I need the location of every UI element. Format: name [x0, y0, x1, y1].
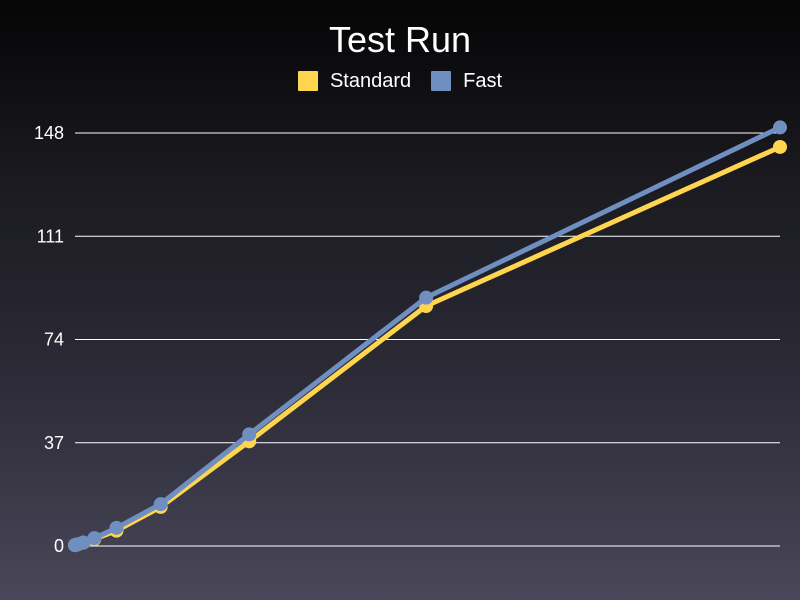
data-point-standard-8	[773, 139, 787, 154]
data-point-fast-7	[419, 290, 434, 305]
legend-item-fast: Fast	[431, 68, 502, 94]
legend: Standard Fast	[0, 68, 800, 94]
legend-label-standard: Standard	[329, 70, 412, 92]
y-axis-ticks: 0 37 74 111 148	[34, 123, 64, 556]
y-tick-label-0: 0	[54, 536, 64, 556]
data-point-fast-2	[76, 535, 91, 550]
series-lines	[68, 120, 787, 553]
series-line-fast	[72, 124, 783, 548]
data-point-fast-4	[109, 520, 124, 535]
series-fast	[68, 120, 787, 553]
legend-item-standard: Standard	[297, 68, 412, 94]
y-tick-label-111: 111	[37, 226, 64, 246]
legend-swatch-fast	[431, 71, 452, 91]
y-tick-label-74: 74	[44, 330, 64, 350]
y-tick-label-148: 148	[34, 123, 64, 143]
data-point-fast-6	[242, 427, 257, 442]
legend-swatch-standard	[297, 71, 318, 91]
legend-label-fast: Fast	[463, 70, 503, 92]
y-tick-label-37: 37	[44, 433, 64, 453]
gridlines	[75, 132, 780, 547]
data-point-fast-8	[773, 120, 787, 135]
data-point-fast-3	[87, 531, 102, 546]
chart-title: Test Run	[328, 19, 472, 60]
data-point-fast-5	[153, 497, 168, 512]
